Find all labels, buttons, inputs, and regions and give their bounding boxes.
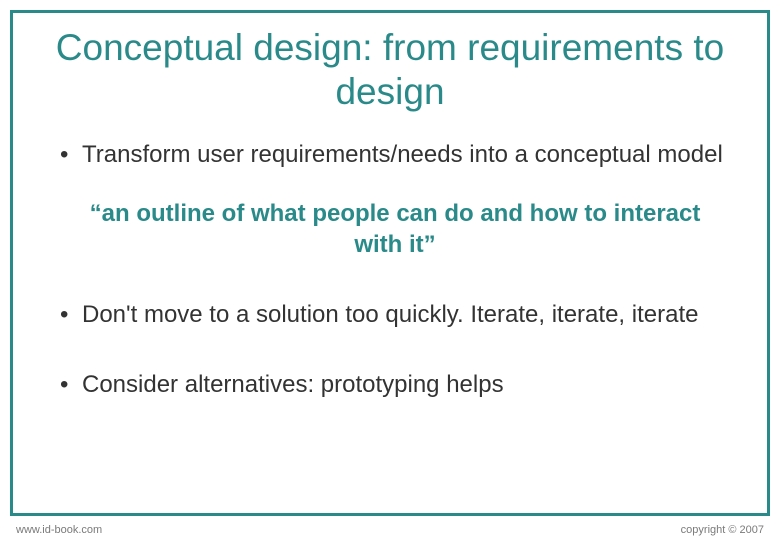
bullet-text: Don't move to a solution too quickly. It… xyxy=(82,300,730,330)
slide-container: Conceptual design: from requirements to … xyxy=(0,0,780,540)
slide-quote: “an outline of what people can do and ho… xyxy=(70,198,720,260)
footer-left: www.id-book.com xyxy=(16,524,102,536)
bullet-text: Transform user requirements/needs into a… xyxy=(82,140,730,170)
bullet-item: • Transform user requirements/needs into… xyxy=(60,140,730,170)
slide-title: Conceptual design: from requirements to … xyxy=(40,26,740,115)
bullet-item: • Don't move to a solution too quickly. … xyxy=(60,300,730,330)
slide-body: • Transform user requirements/needs into… xyxy=(60,140,730,500)
bullet-text: Consider alternatives: prototyping helps xyxy=(82,370,730,400)
footer-right: copyright © 2007 xyxy=(681,524,764,536)
bullet-dot-icon: • xyxy=(60,370,82,400)
bullet-item: • Consider alternatives: prototyping hel… xyxy=(60,370,730,400)
bullet-dot-icon: • xyxy=(60,300,82,330)
bullet-dot-icon: • xyxy=(60,140,82,170)
